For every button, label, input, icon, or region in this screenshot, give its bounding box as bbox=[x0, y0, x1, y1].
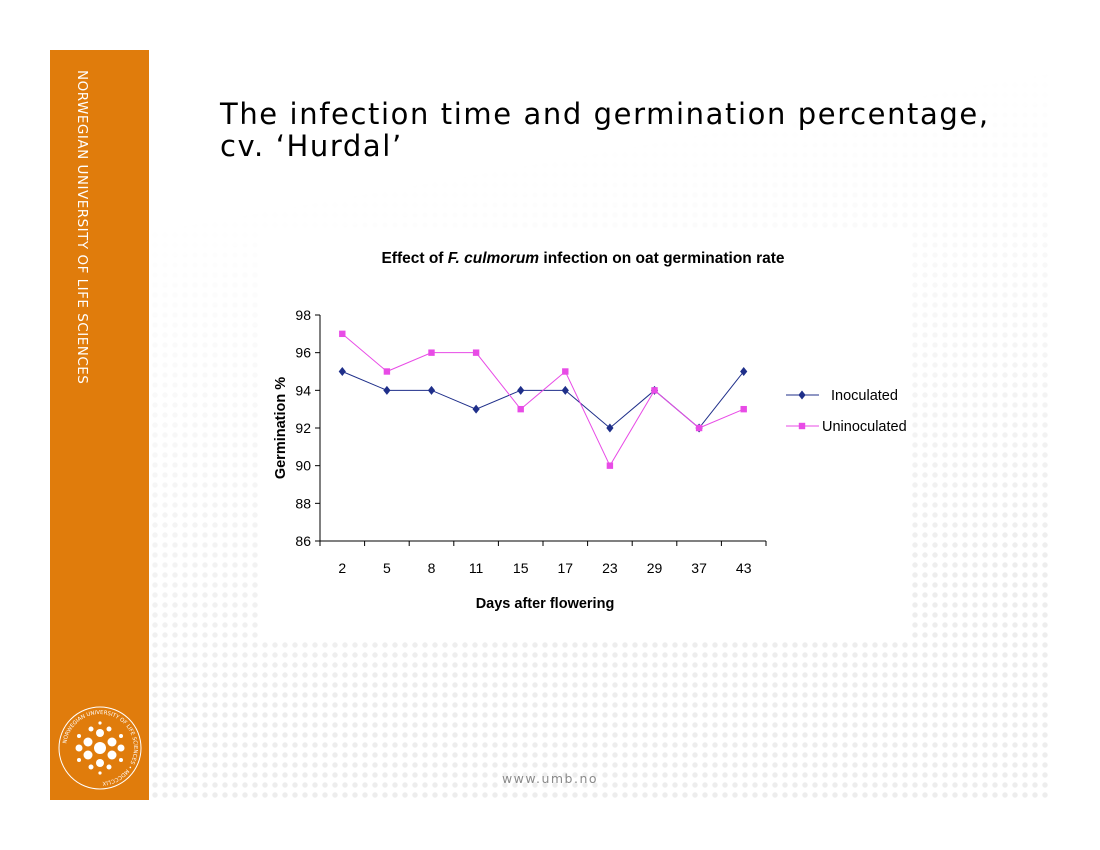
data-point-uninoculated bbox=[517, 405, 524, 413]
slide-title: The infection time and germination perce… bbox=[220, 98, 1000, 162]
data-point-uninoculated bbox=[383, 368, 391, 375]
x-tick-label: 5 bbox=[383, 560, 391, 576]
data-point-uninoculated bbox=[695, 424, 703, 432]
legend-marker-inoculated bbox=[798, 390, 806, 400]
university-name: NORWEGIAN UNIVERSITY OF LIFE SCIENCES bbox=[74, 70, 90, 385]
y-tick-label: 94 bbox=[295, 382, 311, 398]
legend-marker-uninoculated bbox=[798, 422, 806, 430]
legend-label-uninoculated: Uninoculated bbox=[822, 419, 907, 435]
data-point-inoculated bbox=[740, 367, 748, 376]
data-point-uninoculated bbox=[651, 387, 658, 394]
data-point-uninoculated bbox=[740, 405, 747, 413]
sidebar: NORWEGIAN UNIVERSITY OF LIFE SCIENCES NO… bbox=[50, 50, 149, 800]
data-point-inoculated bbox=[606, 423, 614, 433]
y-tick-label: 90 bbox=[295, 458, 311, 474]
data-point-inoculated bbox=[383, 385, 391, 395]
chart-container: Effect of F. culmorum infection on oat g… bbox=[258, 230, 908, 640]
data-point-inoculated bbox=[427, 385, 436, 395]
slide-title-line2: cv. ‘Hurdal’ bbox=[220, 129, 403, 163]
x-tick-label: 11 bbox=[469, 560, 484, 576]
data-point-uninoculated bbox=[428, 349, 435, 356]
data-point-uninoculated bbox=[606, 462, 614, 469]
x-tick-label: 17 bbox=[558, 560, 574, 576]
x-tick-label: 43 bbox=[736, 560, 752, 576]
y-tick-label: 86 bbox=[295, 533, 311, 549]
y-tick-label: 98 bbox=[295, 307, 311, 323]
data-point-inoculated bbox=[561, 385, 569, 395]
y-axis-label: Germination % bbox=[273, 377, 289, 479]
y-tick-label: 96 bbox=[295, 345, 311, 361]
x-axis-label: Days after flowering bbox=[476, 596, 615, 612]
data-point-inoculated bbox=[472, 404, 480, 414]
legend-label-inoculated: Inoculated bbox=[831, 388, 898, 404]
x-tick-label: 2 bbox=[338, 560, 346, 576]
x-tick-label: 37 bbox=[691, 560, 707, 576]
slide-title-line1: The infection time and germination perce… bbox=[220, 97, 990, 131]
data-point-uninoculated bbox=[562, 368, 569, 375]
germination-chart: Effect of F. culmorum infection on oat g… bbox=[273, 250, 907, 612]
chart-title-italic: F. culmorum bbox=[448, 250, 540, 267]
chart-title-prefix: Effect of bbox=[381, 250, 447, 267]
x-tick-label: 15 bbox=[513, 560, 529, 576]
chart-title-suffix: infection on oat germination rate bbox=[539, 250, 785, 267]
chart-title: Effect of F. culmorum infection on oat g… bbox=[381, 250, 784, 267]
series-line-inoculated bbox=[342, 371, 745, 429]
data-point-inoculated bbox=[338, 367, 346, 376]
footer-url: www.umb.no bbox=[501, 771, 599, 786]
y-tick-label: 92 bbox=[295, 420, 311, 436]
series-line-uninoculated bbox=[341, 333, 744, 467]
data-point-uninoculated bbox=[339, 330, 346, 338]
slide: NORWEGIAN UNIVERSITY OF LIFE SCIENCES NO… bbox=[50, 50, 1050, 800]
data-point-uninoculated bbox=[472, 349, 480, 356]
x-tick-label: 29 bbox=[647, 560, 663, 576]
x-tick-label: 23 bbox=[602, 560, 618, 576]
university-seal-icon: NORWEGIAN UNIVERSITY OF LIFE SCIENCES • … bbox=[58, 706, 142, 790]
x-tick-label: 8 bbox=[428, 560, 436, 576]
data-point-inoculated bbox=[517, 385, 525, 395]
y-tick-label: 88 bbox=[295, 495, 311, 511]
